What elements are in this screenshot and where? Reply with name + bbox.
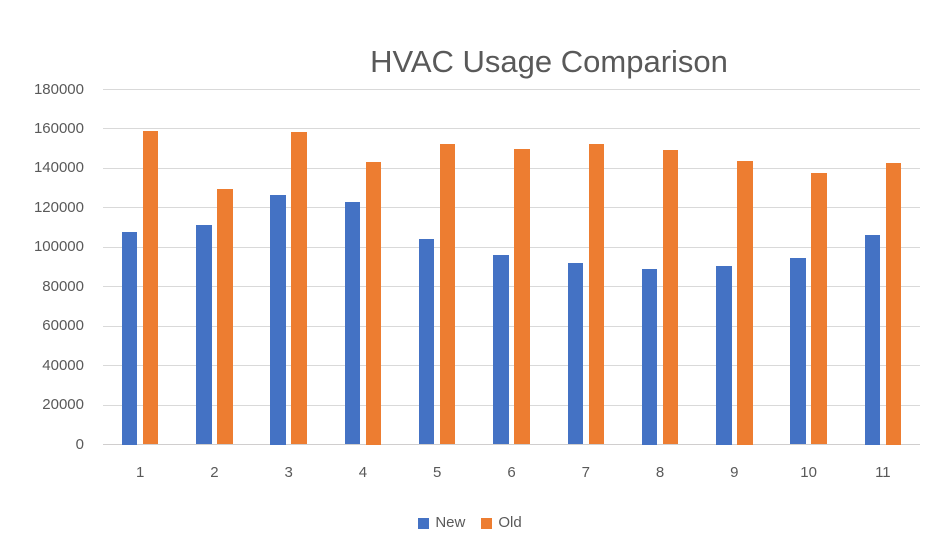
bar-old-2 [217, 189, 233, 445]
bar-new-11 [864, 234, 881, 445]
x-tick-label: 7 [581, 464, 590, 481]
y-gridline [103, 246, 920, 248]
bar-old-1 [142, 130, 159, 445]
y-tick-label: 80000 [42, 277, 84, 295]
legend-label-old: Old [498, 514, 522, 531]
x-tick-label: 11 [875, 464, 891, 481]
y-tick-label: 140000 [33, 159, 84, 177]
bar-new-6 [493, 255, 509, 445]
y-gridline [103, 167, 920, 169]
bar-new-5 [418, 239, 435, 445]
y-gridline [103, 404, 920, 406]
legend-swatch-new [418, 517, 430, 529]
bar-new-10 [790, 258, 806, 445]
y-gridline [103, 286, 920, 288]
bar-old-7 [588, 143, 605, 445]
x-tick-label: 3 [284, 464, 293, 481]
x-tick-label: 4 [358, 464, 368, 481]
y-gridline [103, 207, 920, 209]
bar-new-2 [196, 224, 212, 445]
x-tick-label: 1 [135, 464, 145, 481]
bar-new-7 [567, 263, 584, 445]
y-gridline [103, 89, 920, 90]
x-tick-label: 2 [210, 464, 219, 481]
y-tick-label: 0 [75, 435, 84, 453]
y-gridline [103, 365, 920, 367]
legend: New Old [0, 514, 940, 532]
bar-new-3 [270, 195, 286, 445]
y-tick-label: 20000 [42, 396, 84, 414]
x-tick-label: 8 [655, 464, 665, 481]
y-tick-label: 40000 [42, 356, 84, 374]
bar-old-11 [885, 162, 902, 445]
bar-old-6 [514, 148, 530, 445]
y-tick-label: 120000 [33, 198, 84, 216]
x-tick-label: 6 [507, 464, 516, 481]
bar-new-4 [344, 201, 361, 445]
x-tick-label: 5 [433, 464, 442, 481]
y-tick-label: 100000 [33, 238, 84, 256]
legend-swatch-old [481, 517, 493, 529]
legend-item-new: New [418, 514, 465, 532]
x-tick-label: 9 [730, 464, 739, 481]
x-axis-line [103, 444, 920, 445]
bar-new-8 [641, 269, 658, 445]
bar-old-5 [439, 143, 456, 445]
bar-old-3 [291, 131, 307, 445]
bar-old-8 [662, 149, 679, 445]
y-tick-label: 160000 [33, 119, 84, 137]
legend-item-old: Old [481, 514, 522, 532]
bar-old-9 [737, 160, 753, 445]
bar-new-9 [716, 266, 732, 445]
bar-new-1 [121, 231, 138, 445]
bar-old-10 [811, 173, 827, 445]
bar-old-4 [365, 161, 382, 445]
x-tick-label: 10 [800, 464, 817, 481]
y-tick-label: 60000 [42, 317, 84, 335]
y-gridline [103, 128, 920, 130]
y-tick-label: 180000 [33, 80, 84, 98]
y-gridline [103, 325, 920, 327]
chart-title: HVAC Usage Comparison [370, 44, 728, 79]
legend-label-new: New [435, 514, 466, 531]
